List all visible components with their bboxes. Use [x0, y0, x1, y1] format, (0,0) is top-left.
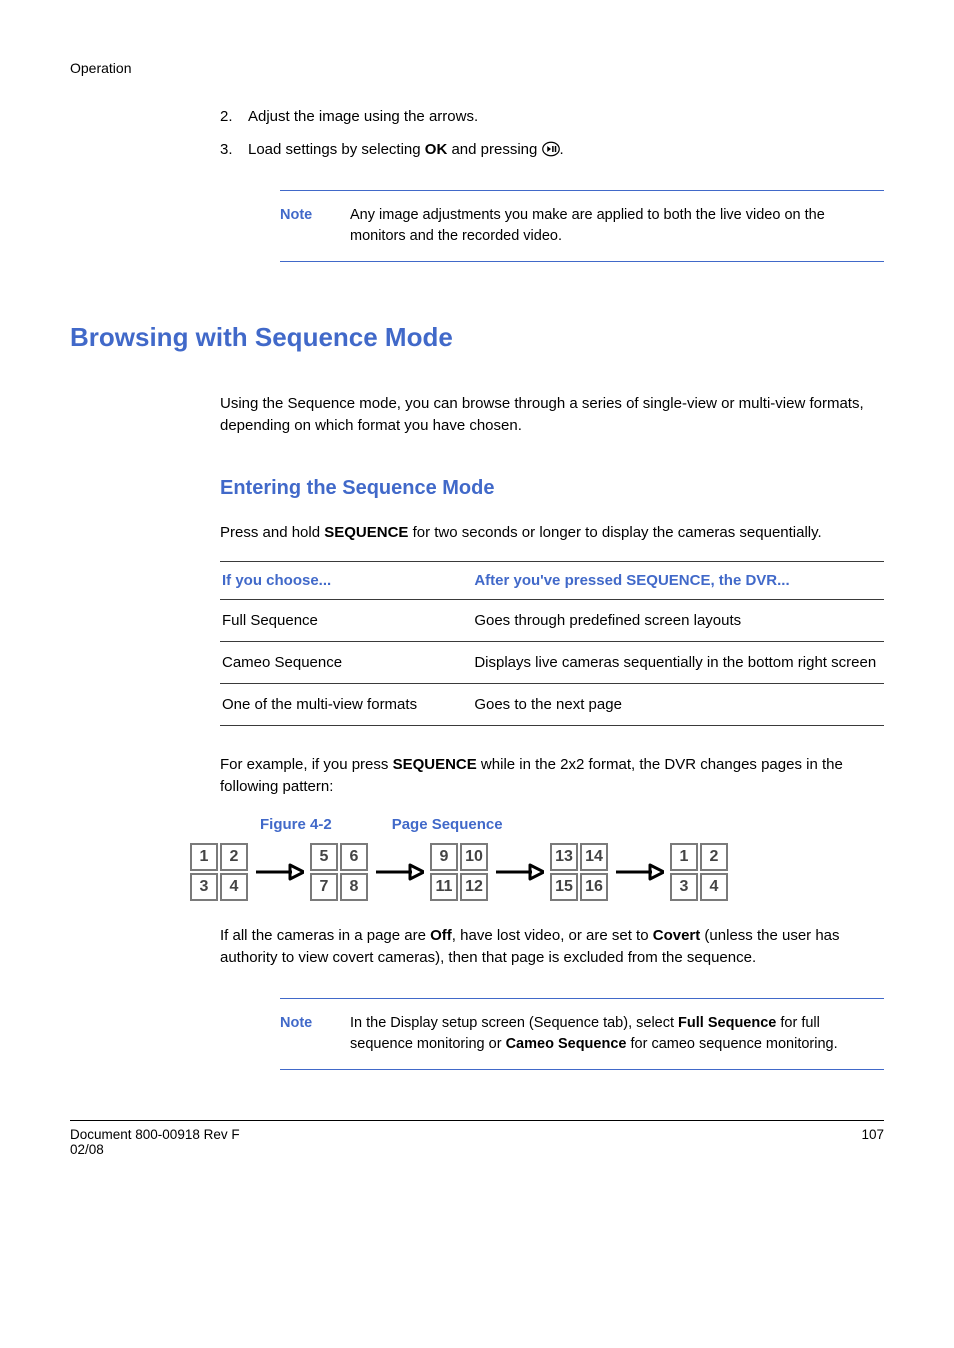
text-fragment: .	[560, 141, 564, 158]
grid-cell: 6	[340, 843, 368, 871]
table-cell: Goes through predefined screen layouts	[472, 600, 884, 642]
intro-paragraph: Using the Sequence mode, you can browse …	[220, 393, 884, 437]
note-label: Note	[280, 205, 350, 247]
body-column: 2. Adjust the image using the arrows. 3.…	[220, 106, 884, 262]
note-label: Note	[280, 1013, 350, 1055]
arrow-icon	[254, 860, 304, 884]
table-row: Full Sequence Goes through predefined sc…	[220, 600, 884, 642]
grid-cell: 7	[310, 873, 338, 901]
step-2: 2. Adjust the image using the arrows.	[220, 106, 884, 127]
table-cell: Cameo Sequence	[220, 642, 472, 684]
page-root: Operation 2. Adjust the image using the …	[0, 0, 954, 1197]
note-block-1: Note Any image adjustments you make are …	[280, 190, 884, 262]
note-text: In the Display setup screen (Sequence ta…	[350, 1013, 884, 1055]
text-bold: Cameo Sequence	[506, 1036, 627, 1052]
heading-1: Browsing with Sequence Mode	[70, 322, 884, 353]
grid-cell: 3	[670, 873, 698, 901]
grid-page-1: 1 2 3 4	[190, 843, 248, 901]
text-fragment: and pressing	[447, 141, 541, 158]
figure-caption: Figure 4-2 Page Sequence	[260, 816, 884, 833]
grid-cell: 10	[460, 843, 488, 871]
table-cell: Displays live cameras sequentially in th…	[472, 642, 884, 684]
grid-cell: 12	[460, 873, 488, 901]
grid-cell: 15	[550, 873, 578, 901]
text-bold: SEQUENCE	[393, 756, 477, 773]
grid-cell: 8	[340, 873, 368, 901]
footer-doc-id: Document 800-00918 Rev F	[70, 1127, 240, 1142]
text-bold: Full Sequence	[678, 1015, 776, 1031]
table-row: Cameo Sequence Displays live cameras seq…	[220, 642, 884, 684]
arrow-icon	[374, 860, 424, 884]
text-fragment: , have lost video, or are set to	[452, 927, 653, 944]
step-3: 3. Load settings by selecting OK and pre…	[220, 139, 884, 160]
grid-page-2: 5 6 7 8	[310, 843, 368, 901]
step-number: 3.	[220, 139, 248, 160]
footer-page-number: 107	[861, 1127, 884, 1157]
step-text: Adjust the image using the arrows.	[248, 106, 478, 127]
arrow-icon	[494, 860, 544, 884]
text-bold: Covert	[653, 927, 701, 944]
example-paragraph: For example, if you press SEQUENCE while…	[220, 754, 884, 798]
grid-cell: 16	[580, 873, 608, 901]
footer-date: 02/08	[70, 1142, 240, 1157]
grid-cell: 4	[220, 873, 248, 901]
arrow-icon	[614, 860, 664, 884]
footer-left: Document 800-00918 Rev F 02/08	[70, 1127, 240, 1157]
grid-cell: 3	[190, 873, 218, 901]
grid-cell: 1	[670, 843, 698, 871]
text-fragment: Load settings by selecting	[248, 141, 425, 158]
step-number: 2.	[220, 106, 248, 127]
table-cell: One of the multi-view formats	[220, 684, 472, 726]
grid-cell: 1	[190, 843, 218, 871]
body-column: Using the Sequence mode, you can browse …	[220, 393, 884, 1070]
text-fragment: Press and hold	[220, 524, 324, 541]
grid-cell: 14	[580, 843, 608, 871]
grid-cell: 11	[430, 873, 458, 901]
table-cell: Full Sequence	[220, 600, 472, 642]
grid-page-4: 13 14 15 16	[550, 843, 608, 901]
grid-cell: 2	[220, 843, 248, 871]
grid-cell: 2	[700, 843, 728, 871]
figure-title: Page Sequence	[392, 816, 503, 833]
text-fragment: If all the cameras in a page are	[220, 927, 430, 944]
text-bold: OK	[425, 141, 448, 158]
table-header-row: If you choose... After you've pressed SE…	[220, 562, 884, 600]
page-sequence-figure: 1 2 3 4 5 6 7 8 9 10 11 12 13 14	[190, 843, 884, 901]
text-fragment: for cameo sequence monitoring.	[626, 1036, 837, 1052]
text-fragment: for two seconds or longer to display the…	[408, 524, 821, 541]
press-paragraph: Press and hold SEQUENCE for two seconds …	[220, 522, 884, 544]
covert-paragraph: If all the cameras in a page are Off, ha…	[220, 925, 884, 969]
note-text: Any image adjustments you make are appli…	[350, 205, 884, 247]
note-block-2: Note In the Display setup screen (Sequen…	[280, 998, 884, 1070]
grid-cell: 5	[310, 843, 338, 871]
running-head: Operation	[70, 60, 884, 76]
text-bold: Off	[430, 927, 452, 944]
page-footer: Document 800-00918 Rev F 02/08 107	[70, 1120, 884, 1157]
grid-cell: 9	[430, 843, 458, 871]
text-bold: SEQUENCE	[324, 524, 408, 541]
table-header: If you choose...	[220, 562, 472, 600]
grid-page-3: 9 10 11 12	[430, 843, 488, 901]
table-row: One of the multi-view formats Goes to th…	[220, 684, 884, 726]
grid-page-5: 1 2 3 4	[670, 843, 728, 901]
table-cell: Goes to the next page	[472, 684, 884, 726]
heading-2: Entering the Sequence Mode	[220, 477, 884, 500]
table-header: After you've pressed SEQUENCE, the DVR..…	[472, 562, 884, 600]
step-text: Load settings by selecting OK and pressi…	[248, 139, 564, 160]
play-pause-icon	[542, 140, 560, 158]
text-fragment: For example, if you press	[220, 756, 393, 773]
grid-cell: 13	[550, 843, 578, 871]
sequence-table: If you choose... After you've pressed SE…	[220, 561, 884, 726]
grid-cell: 4	[700, 873, 728, 901]
figure-label: Figure 4-2	[260, 816, 332, 833]
text-fragment: In the Display setup screen (Sequence ta…	[350, 1015, 678, 1031]
